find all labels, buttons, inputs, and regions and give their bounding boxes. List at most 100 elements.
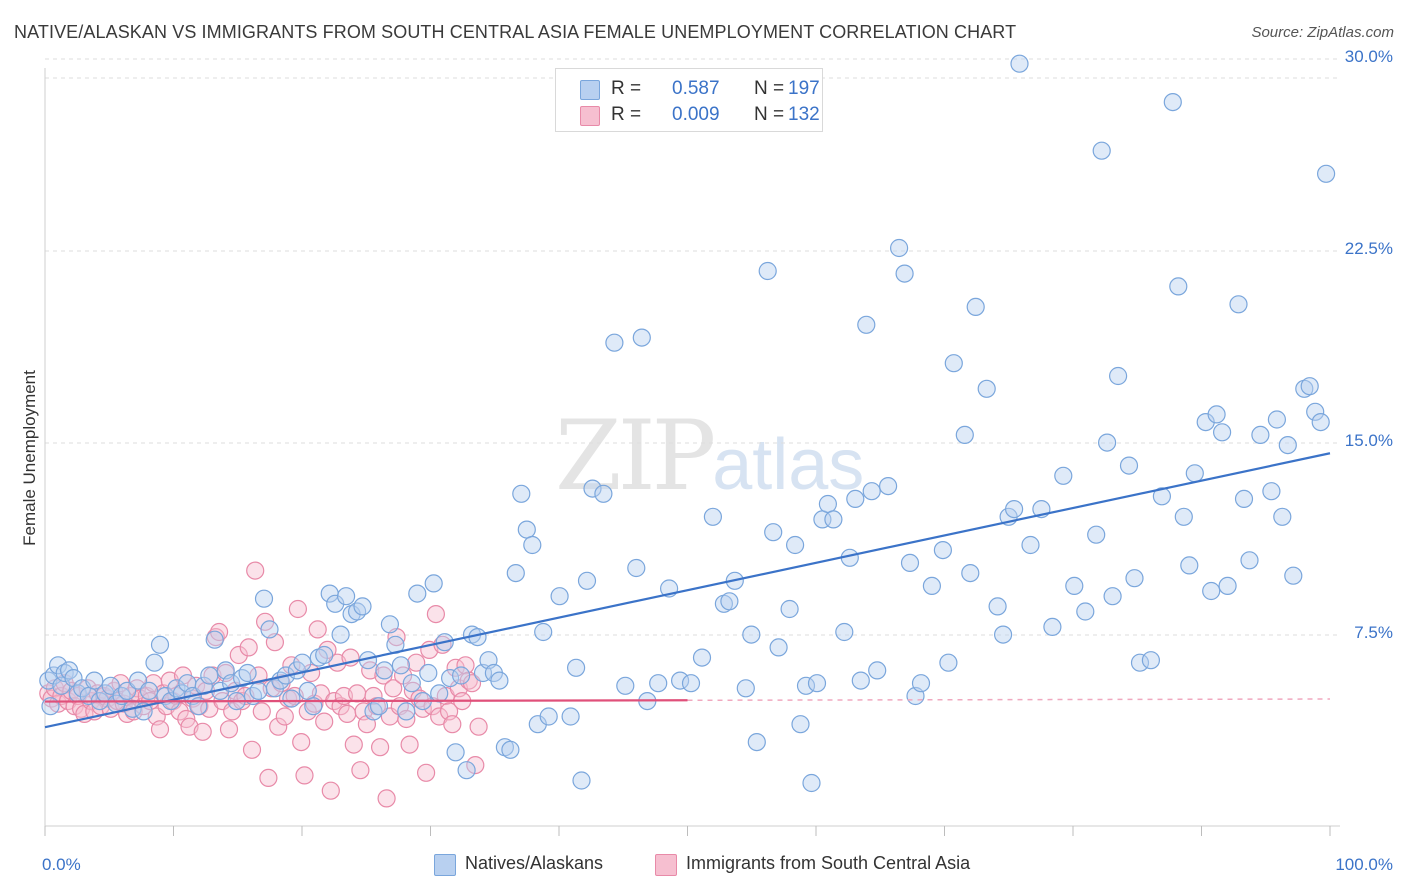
data-point-natives bbox=[523, 535, 542, 555]
data-point-natives bbox=[605, 333, 624, 352]
data-point-immigrants bbox=[344, 735, 363, 754]
data-point-natives bbox=[1108, 366, 1128, 386]
data-point-natives bbox=[1300, 377, 1319, 396]
data-point-natives bbox=[1087, 525, 1106, 544]
data-point-natives bbox=[539, 707, 558, 726]
trend-line-natives bbox=[44, 452, 1331, 729]
source-label: Source: ZipAtlas.com bbox=[1251, 24, 1394, 41]
data-point-immigrants bbox=[321, 781, 340, 800]
data-point-natives bbox=[375, 661, 394, 680]
data-point-natives bbox=[1169, 277, 1188, 296]
data-point-natives bbox=[380, 615, 399, 634]
data-point-immigrants bbox=[288, 599, 307, 619]
data-point-natives bbox=[572, 771, 591, 790]
axes bbox=[44, 68, 1340, 836]
data-point-natives bbox=[807, 674, 827, 693]
correlation-legend: R = 0.587 N = 197 R = 0.009 N = 132 bbox=[555, 68, 823, 132]
data-point-immigrants bbox=[351, 761, 370, 780]
data-point-natives bbox=[703, 507, 723, 526]
data-point-immigrants bbox=[407, 653, 426, 672]
legend-r-value: 0.009 bbox=[672, 104, 720, 125]
data-point-natives bbox=[616, 676, 635, 695]
data-point-immigrants bbox=[466, 755, 485, 775]
data-point-immigrants bbox=[292, 732, 311, 752]
data-point-natives bbox=[1273, 507, 1292, 526]
data-point-immigrants bbox=[338, 704, 357, 724]
data-point-natives bbox=[1306, 402, 1325, 421]
data-point-natives bbox=[1202, 581, 1221, 601]
data-point-natives bbox=[895, 264, 914, 283]
data-point-natives bbox=[796, 676, 816, 695]
data-point-natives bbox=[955, 425, 974, 444]
data-point-natives bbox=[167, 679, 186, 698]
data-point-immigrants bbox=[377, 789, 396, 808]
data-point-natives bbox=[1207, 405, 1226, 424]
data-point-natives bbox=[1311, 413, 1330, 432]
data-point-natives bbox=[561, 707, 580, 726]
data-point-natives bbox=[1316, 164, 1336, 183]
data-point-natives bbox=[233, 668, 252, 688]
legend-swatch-blue bbox=[434, 854, 456, 876]
data-point-natives bbox=[1043, 617, 1062, 637]
watermark-atlas: atlas bbox=[712, 425, 865, 505]
data-point-natives bbox=[1004, 500, 1024, 519]
data-point-natives bbox=[1262, 482, 1281, 501]
legend-n-label: N = bbox=[754, 78, 785, 99]
data-point-natives bbox=[452, 666, 471, 685]
data-point-natives bbox=[1076, 602, 1095, 621]
data-point-natives bbox=[1240, 551, 1259, 570]
data-point-natives bbox=[254, 589, 274, 608]
data-point-immigrants bbox=[417, 763, 436, 782]
y-tick-label: 22.5% bbox=[1345, 239, 1393, 258]
data-point-natives bbox=[785, 535, 805, 555]
data-point-natives bbox=[649, 674, 668, 693]
data-point-immigrants bbox=[397, 709, 416, 729]
data-point-natives bbox=[1174, 507, 1193, 526]
data-point-natives bbox=[802, 773, 821, 793]
data-point-natives bbox=[736, 679, 755, 698]
data-point-natives bbox=[364, 702, 383, 721]
data-point-natives bbox=[720, 592, 739, 611]
data-point-natives bbox=[818, 494, 838, 514]
data-point-natives bbox=[424, 574, 443, 593]
data-point-natives bbox=[993, 625, 1013, 644]
series-immigrants-points bbox=[39, 561, 488, 808]
data-point-natives bbox=[583, 479, 602, 498]
data-point-natives bbox=[922, 576, 942, 596]
data-point-immigrants bbox=[456, 656, 475, 675]
data-point-natives bbox=[1163, 92, 1182, 112]
y-axis-label: Female Unemployment bbox=[20, 370, 39, 546]
data-point-natives bbox=[402, 674, 421, 693]
data-point-immigrants bbox=[259, 768, 278, 788]
data-point-natives bbox=[1278, 436, 1297, 455]
data-point-natives bbox=[966, 297, 985, 316]
data-point-natives bbox=[670, 671, 690, 690]
data-point-natives bbox=[200, 666, 219, 685]
data-point-natives bbox=[692, 648, 712, 667]
legend-n-value: 132 bbox=[788, 104, 820, 125]
data-point-natives bbox=[681, 674, 701, 693]
legend-r-value: 0.587 bbox=[672, 78, 720, 99]
data-point-natives bbox=[501, 740, 520, 759]
data-point-natives bbox=[780, 599, 799, 619]
data-point-immigrants bbox=[239, 638, 258, 657]
data-point-natives bbox=[1229, 295, 1248, 314]
y-tick-label: 7.5% bbox=[1354, 623, 1393, 642]
data-point-natives bbox=[1251, 425, 1270, 444]
data-point-natives bbox=[205, 630, 224, 649]
data-point-immigrants bbox=[150, 720, 170, 739]
data-point-natives bbox=[441, 668, 460, 688]
data-point-natives bbox=[1125, 569, 1144, 588]
legend-swatch-pink bbox=[580, 106, 600, 126]
data-point-immigrants bbox=[252, 702, 271, 721]
data-point-natives bbox=[1180, 556, 1199, 575]
data-point-natives bbox=[298, 681, 317, 701]
legend-r-label: R = bbox=[611, 104, 642, 125]
data-point-natives bbox=[1234, 489, 1254, 508]
legend-n-value: 197 bbox=[788, 78, 820, 99]
data-point-natives bbox=[430, 684, 449, 703]
data-point-natives bbox=[632, 328, 651, 347]
data-point-immigrants bbox=[384, 679, 403, 698]
data-point-immigrants bbox=[400, 735, 419, 754]
